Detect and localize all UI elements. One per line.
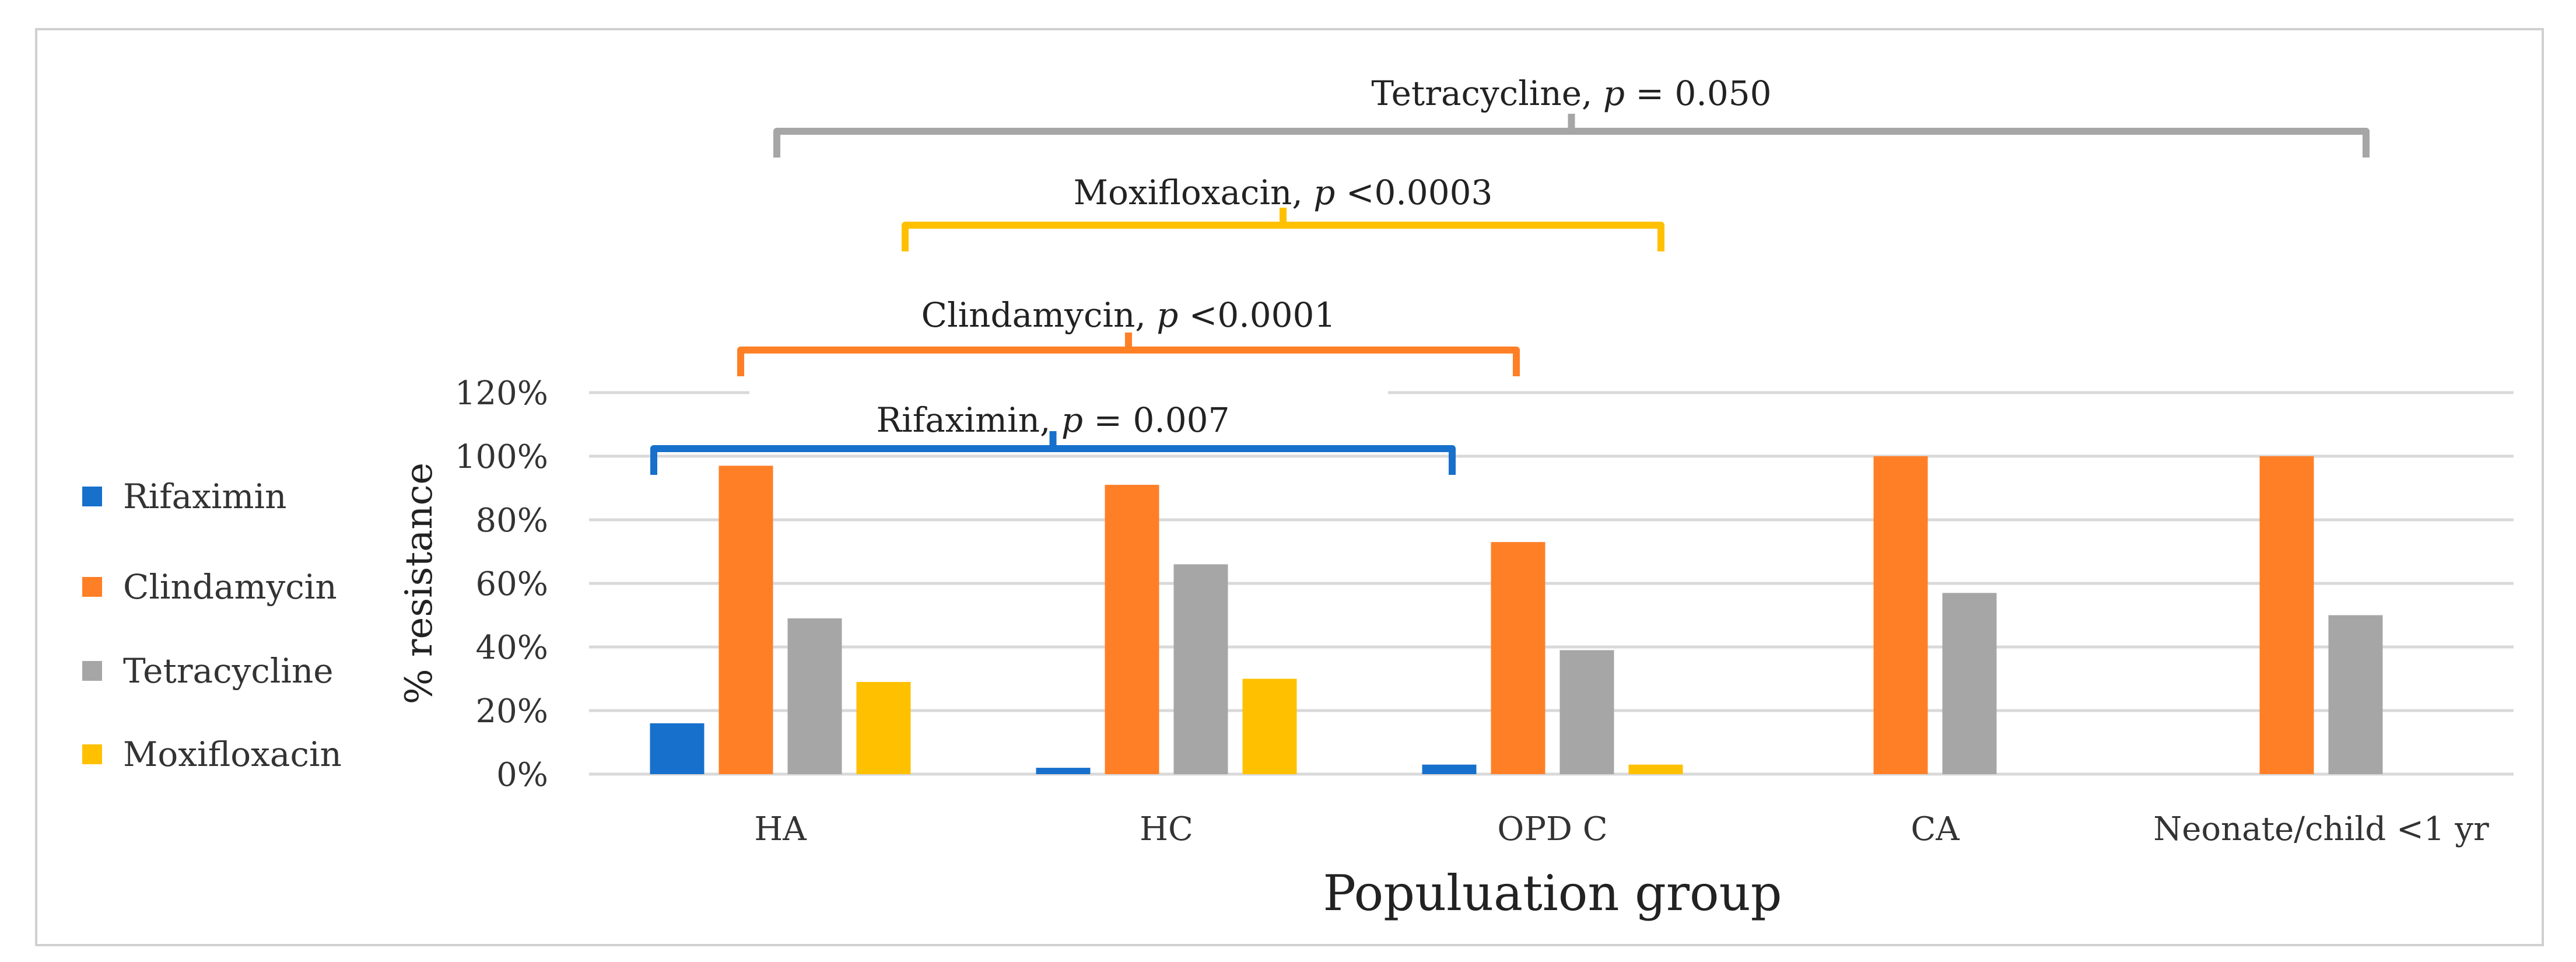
- y-tick-labels: 0% 20% 40% 60% 80% 100% 120%: [455, 375, 548, 794]
- legend-swatch: [82, 487, 102, 506]
- legend-label: Clindamycin: [123, 567, 337, 607]
- bar-rifaximin: [1036, 768, 1091, 774]
- bar-tetracycline: [1559, 650, 1614, 774]
- bar-moxifloxacin: [1628, 764, 1683, 774]
- bracket-rifaximin: [650, 431, 1456, 475]
- bar-moxifloxacin: [1242, 678, 1297, 774]
- legend-label: Moxifloxacin: [123, 734, 342, 774]
- bracket-moxifloxacin: [902, 208, 1664, 251]
- chart-frame: [35, 28, 2544, 946]
- annotation-label: Rifaximin, p = 0.007: [877, 400, 1230, 440]
- y-tick-label: 20%: [476, 692, 548, 730]
- bracket-tetracycline: [773, 114, 2370, 158]
- bar-tetracycline: [1173, 564, 1228, 774]
- legend-swatch: [82, 661, 102, 681]
- annotation-label: Tetracycline, p = 0.050: [1371, 74, 1771, 113]
- x-tick-label: Neonate/child <1 yr: [2153, 810, 2489, 848]
- x-tick-labels: HA HC OPD C CA Neonate/child <1 yr: [754, 810, 2489, 848]
- bar-tetracycline: [2328, 615, 2383, 774]
- bar-clindamycin: [1105, 485, 1159, 774]
- bar-rifaximin: [650, 723, 705, 774]
- label-mask: [749, 373, 1388, 414]
- bar-rifaximin: [1422, 764, 1477, 774]
- legend: Rifaximin Clindamycin Tetracycline Moxiflox…: [82, 477, 342, 774]
- x-tick-label: HA: [754, 810, 807, 848]
- legend-swatch: [82, 577, 102, 597]
- legend-label: Tetracycline: [123, 651, 334, 691]
- annotation-label: Clindamycin, p <0.0001: [921, 295, 1336, 335]
- x-tick-label: OPD C: [1497, 810, 1607, 848]
- bar-clindamycin: [719, 466, 773, 774]
- annotation-label: Moxifloxacin, p <0.0003: [1074, 173, 1493, 212]
- y-tick-label: 100%: [455, 438, 548, 476]
- significance-brackets: Tetracycline, p = 0.050 Moxifloxacin, p <…: [650, 74, 2370, 475]
- legend-label: Rifaximin: [123, 477, 286, 516]
- x-tick-label: HC: [1140, 810, 1193, 848]
- y-tick-label: 0%: [496, 756, 548, 794]
- bar-clindamycin: [1491, 542, 1545, 774]
- y-tick-label: 60%: [476, 565, 548, 603]
- y-tick-label: 40%: [476, 629, 548, 667]
- y-tick-label: 120%: [455, 375, 548, 412]
- x-axis-title: Populuation group: [1323, 865, 1782, 922]
- bar-tetracycline: [787, 618, 842, 774]
- bars: [650, 456, 2383, 774]
- bar-tetracycline: [1942, 593, 1997, 774]
- y-axis-title: % resistance: [398, 463, 441, 705]
- bracket-clindamycin: [737, 333, 1520, 376]
- x-tick-label: CA: [1911, 810, 1960, 848]
- bar-clindamycin: [2259, 456, 2314, 774]
- legend-swatch: [82, 744, 102, 764]
- y-tick-label: 80%: [476, 502, 548, 540]
- bar-moxifloxacin: [856, 681, 911, 774]
- bar-clindamycin: [1873, 456, 1928, 774]
